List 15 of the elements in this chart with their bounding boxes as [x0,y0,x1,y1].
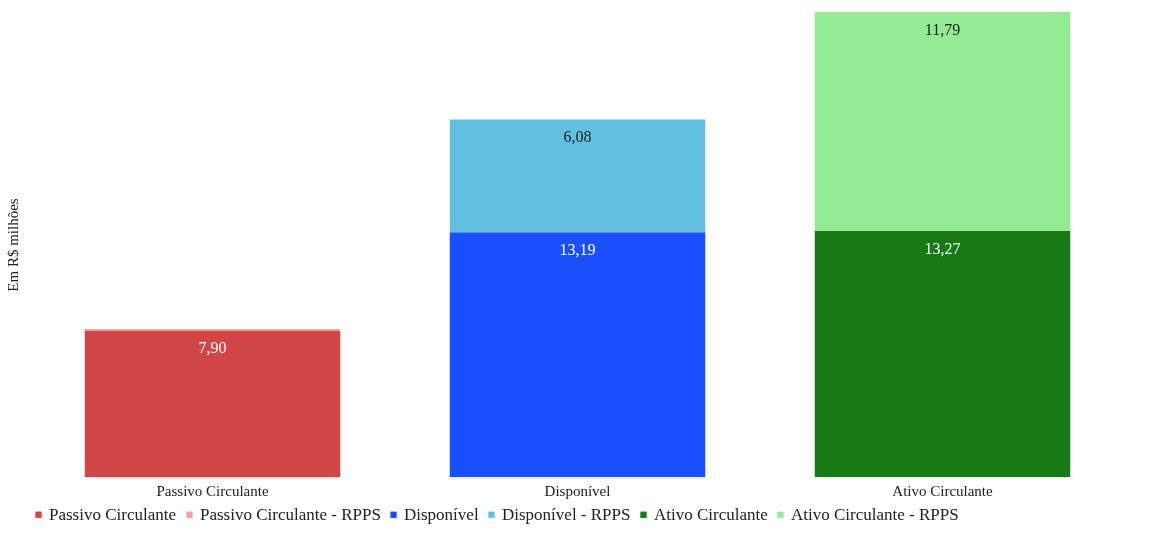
x-tick-label: Passivo Circulante [156,482,269,499]
data-label: 11,79 [924,21,961,38]
data-label: 13,19 [559,241,596,259]
legend-label: Passivo Circulante [49,504,177,524]
y-axis-title: Em R$ milhões [4,198,21,292]
legend-label: Ativo Circulante - RPPS [791,504,959,524]
data-label: 13,27 [924,239,961,257]
data-label: 6,08 [563,128,592,146]
data-label: 7,90 [198,339,227,357]
legend-label: Disponível - RPPS [502,504,631,524]
legend-label: Ativo Circulante [654,504,768,524]
legend-label: Passivo Circulante - RPPS [200,504,381,524]
x-tick-label: Disponível [544,482,611,499]
x-tick-label: Ativo Circulante [892,482,994,499]
legend-label: Disponível [404,504,479,524]
